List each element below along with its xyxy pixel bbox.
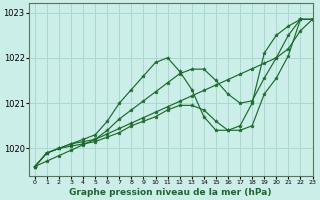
X-axis label: Graphe pression niveau de la mer (hPa): Graphe pression niveau de la mer (hPa) bbox=[69, 188, 272, 197]
